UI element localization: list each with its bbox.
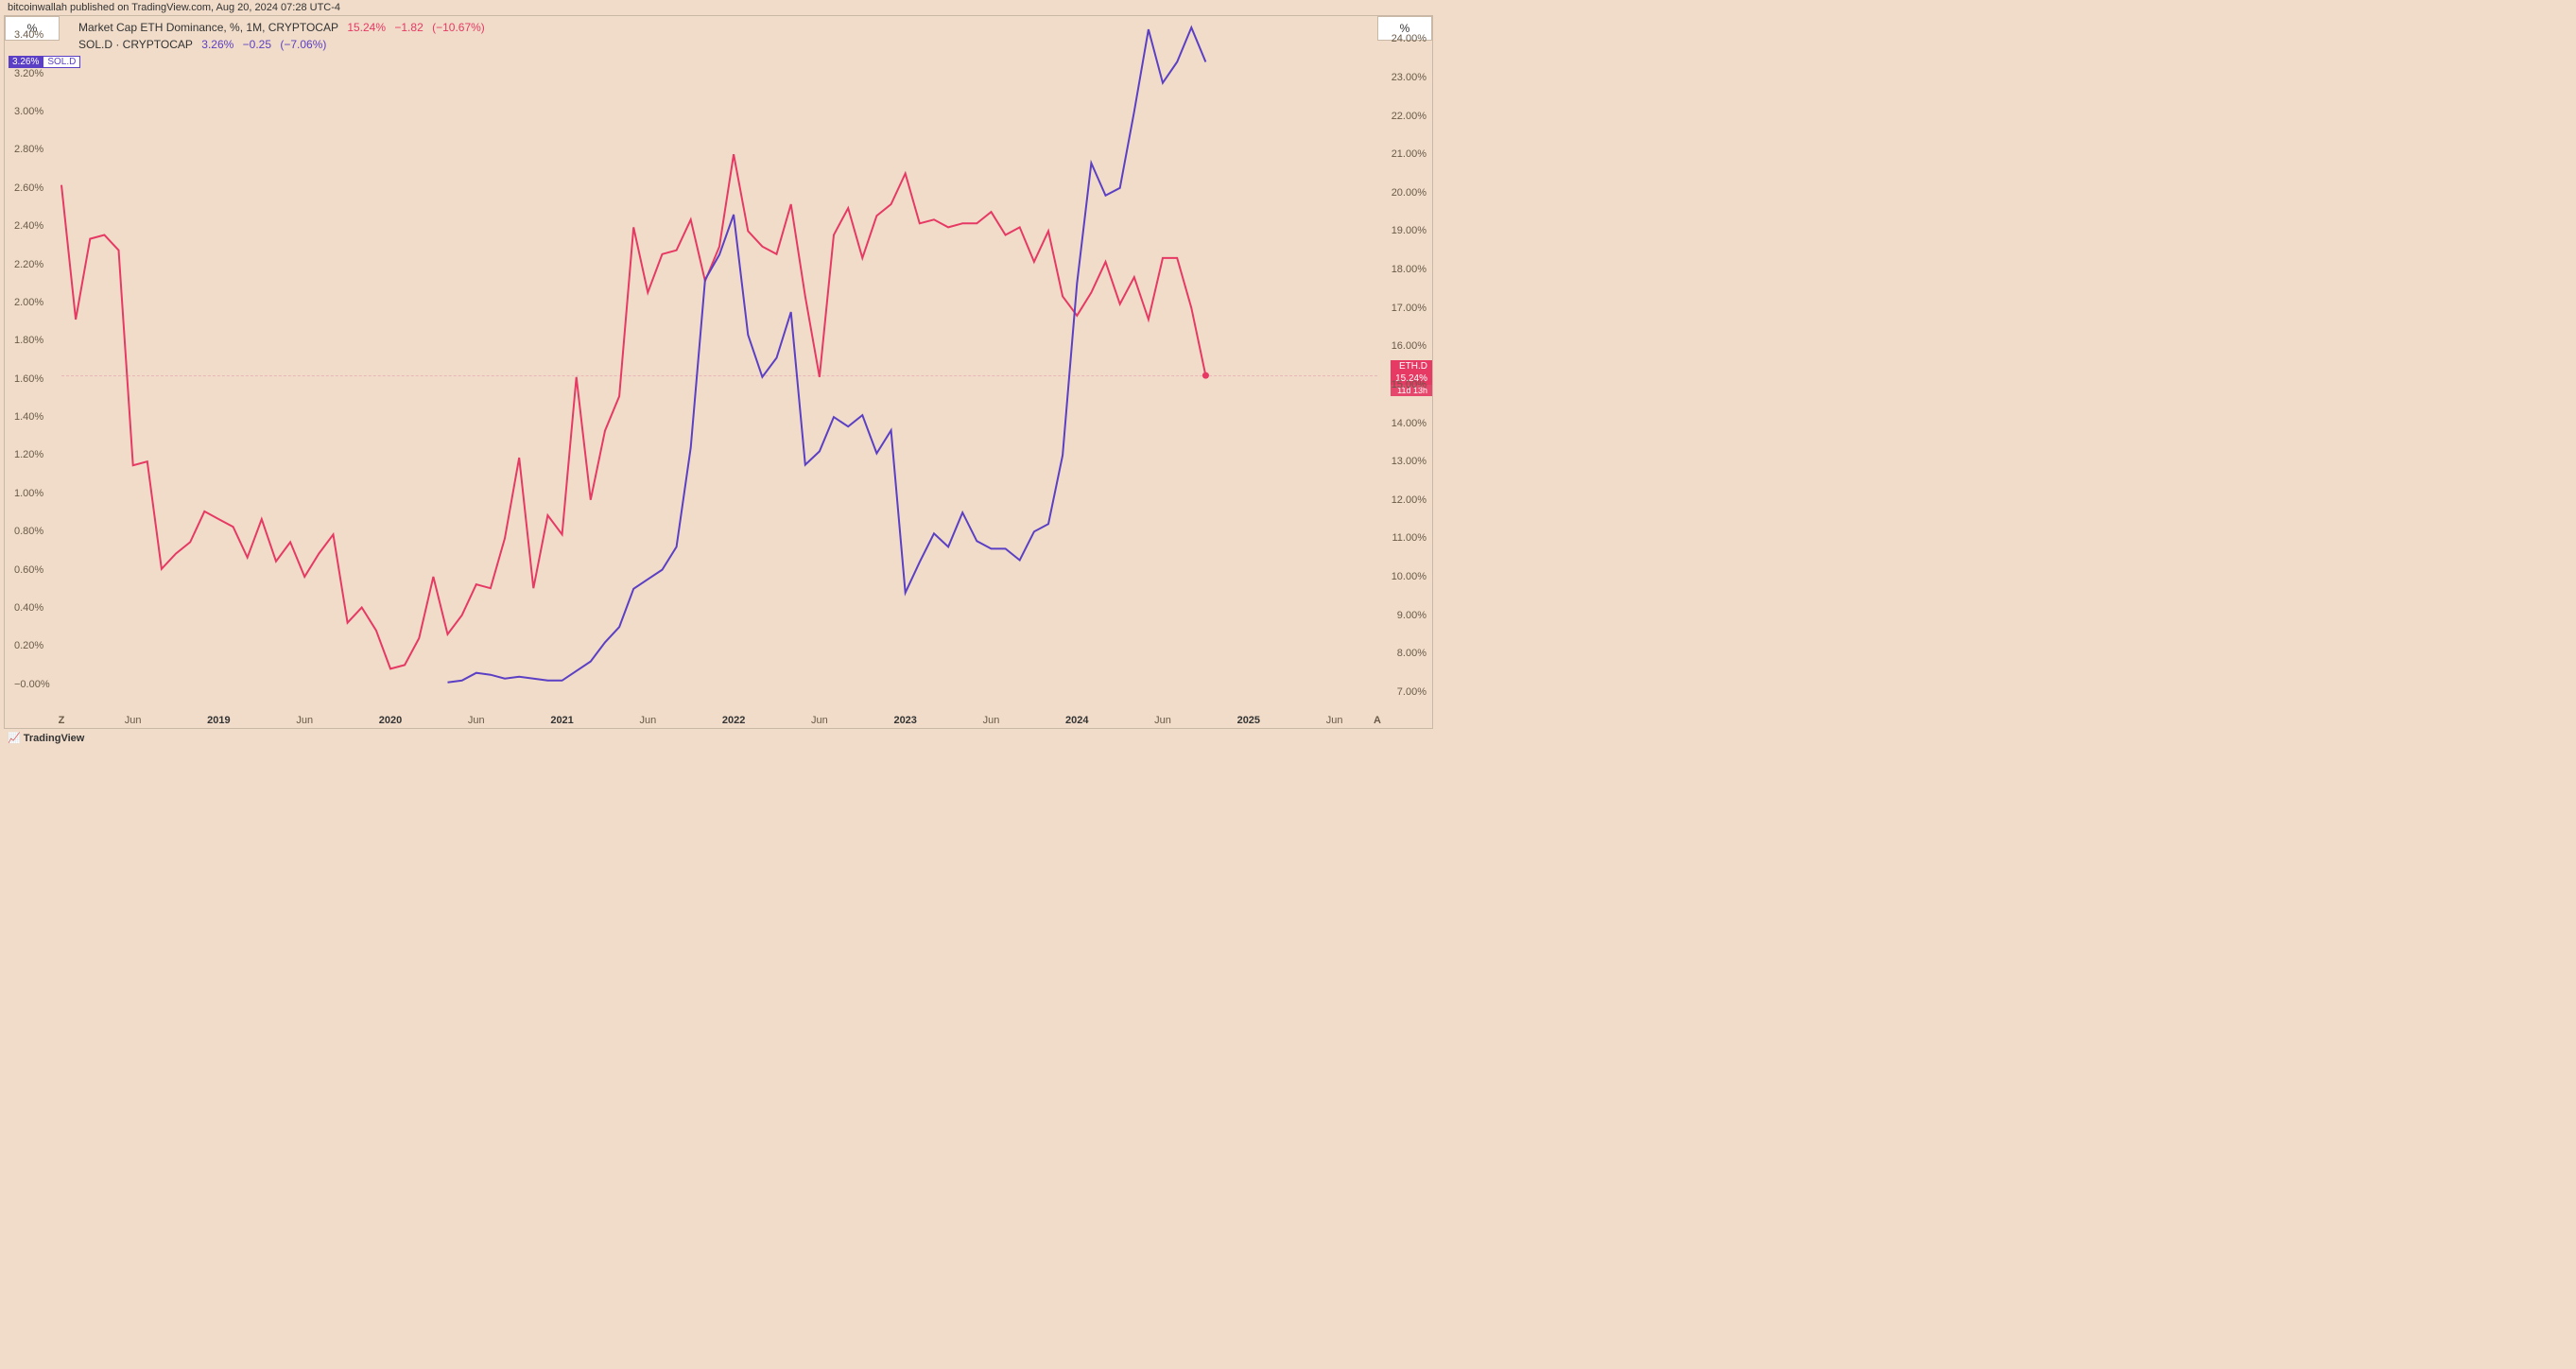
x-tick: 2021 xyxy=(550,715,573,726)
x-tick: 2023 xyxy=(893,715,916,726)
y-left-tick: 1.00% xyxy=(14,487,43,500)
y-left-tick: 2.80% xyxy=(14,143,43,156)
y-right-tick: 21.00% xyxy=(1392,147,1426,161)
y-left-tick: 0.80% xyxy=(14,525,43,538)
publish-banner: bitcoinwallah published on TradingView.c… xyxy=(0,0,348,15)
chart-frame: % % Market Cap ETH Dominance, %, 1M, CRY… xyxy=(4,15,1433,729)
eth-dominance-line[interactable] xyxy=(61,154,1205,668)
y-right-tick: 9.00% xyxy=(1397,609,1426,622)
y-left-tick: 2.60% xyxy=(14,182,43,195)
y-left-tick: 3.00% xyxy=(14,105,43,118)
y-left-tick: 0.20% xyxy=(14,639,43,652)
y-right-tick: 17.00% xyxy=(1392,302,1426,315)
x-tick: A xyxy=(1374,715,1381,726)
x-tick: Jun xyxy=(296,715,313,726)
y-left-tick: 1.60% xyxy=(14,373,43,386)
y-left-tick: 2.40% xyxy=(14,219,43,233)
y-left-tick: 3.20% xyxy=(14,67,43,80)
y-right-tick: 12.00% xyxy=(1392,494,1426,507)
tv-logo-text: TradingView xyxy=(24,733,85,744)
x-tick: 2025 xyxy=(1237,715,1260,726)
y-left-tick: 1.20% xyxy=(14,448,43,461)
y-right-tick: 20.00% xyxy=(1392,186,1426,199)
y-right-tick: 22.00% xyxy=(1392,110,1426,123)
y-right-tick: 10.00% xyxy=(1392,570,1426,583)
y-left-tick: 2.20% xyxy=(14,258,43,271)
x-tick: 2020 xyxy=(379,715,402,726)
y-left-tick: 1.80% xyxy=(14,334,43,347)
x-tick: 2019 xyxy=(207,715,230,726)
y-right-tick: 13.00% xyxy=(1392,455,1426,468)
y-left-tick: 2.00% xyxy=(14,296,43,309)
y-left-tick: 3.40% xyxy=(14,28,43,42)
x-tick: Jun xyxy=(125,715,142,726)
y-left-tick: 0.60% xyxy=(14,563,43,577)
x-tick: 2024 xyxy=(1065,715,1088,726)
y-right-tick: 18.00% xyxy=(1392,263,1426,276)
eth-last-point xyxy=(1202,373,1209,379)
y-left-tick: 1.40% xyxy=(14,410,43,424)
x-tick: Jun xyxy=(468,715,485,726)
x-tick: Jun xyxy=(1326,715,1343,726)
y-right-tick: 14.00% xyxy=(1392,417,1426,430)
y-right-tick: 11.00% xyxy=(1392,531,1427,545)
x-tick: Jun xyxy=(639,715,656,726)
sol-dominance-line[interactable] xyxy=(448,27,1206,683)
x-tick: Jun xyxy=(811,715,828,726)
y-right-tick: 15.00% xyxy=(1392,378,1426,391)
y-right-tick: 19.00% xyxy=(1392,224,1426,237)
y-right-tick: 16.00% xyxy=(1392,339,1426,353)
y-right-tick: 8.00% xyxy=(1397,647,1426,660)
tv-logo-icon: 📈 xyxy=(8,733,21,744)
x-tick: Jun xyxy=(983,715,1000,726)
y-right-tick: 23.00% xyxy=(1392,71,1426,84)
price-plot[interactable] xyxy=(5,16,1434,730)
x-tick: Z xyxy=(59,715,65,726)
x-tick: 2022 xyxy=(722,715,745,726)
y-left-tick: −0.00% xyxy=(14,678,50,691)
y-right-tick: 24.00% xyxy=(1392,32,1426,45)
tradingview-logo: 📈 TradingView xyxy=(0,729,92,748)
y-left-tick: 0.40% xyxy=(14,601,43,615)
x-tick: Jun xyxy=(1154,715,1171,726)
y-right-tick: 7.00% xyxy=(1397,685,1426,699)
